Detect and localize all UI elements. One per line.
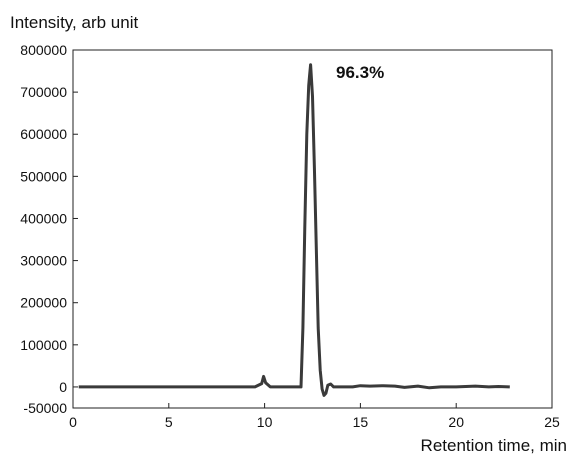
y-axis-title: Intensity, arb unit	[10, 13, 138, 32]
y-tick-label: 400000	[20, 210, 67, 226]
y-tick-label: 500000	[20, 168, 67, 184]
x-tick-label: 25	[544, 414, 560, 430]
x-tick-label: 20	[448, 414, 464, 430]
x-tick-label: 10	[257, 414, 273, 430]
y-tick-label: 800000	[20, 42, 67, 58]
x-tick-label: 15	[353, 414, 369, 430]
y-tick-label: 200000	[20, 295, 67, 311]
y-tick-label: 600000	[20, 126, 67, 142]
y-tick-label: 300000	[20, 253, 67, 269]
x-tick-label: 5	[165, 414, 173, 430]
x-axis-title: Retention time, min	[421, 436, 567, 455]
peak-annotation: 96.3%	[336, 63, 384, 82]
plot-frame	[72, 49, 553, 409]
y-tick-label: 700000	[20, 84, 67, 100]
x-tick-label: 0	[69, 414, 77, 430]
y-tick-label: 100000	[20, 337, 67, 353]
y-tick-label: -50000	[23, 400, 67, 416]
series-line	[78, 63, 510, 397]
y-tick-label: 0	[59, 379, 67, 395]
